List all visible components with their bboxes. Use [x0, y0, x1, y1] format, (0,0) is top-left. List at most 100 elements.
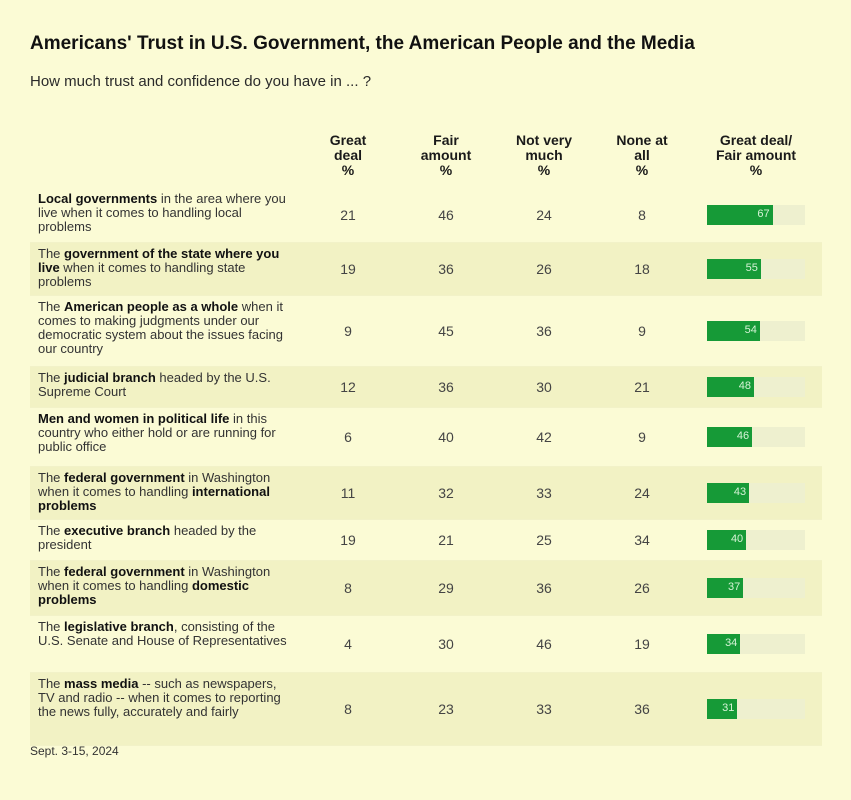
row-label-emphasis: executive branch: [64, 523, 171, 538]
bar-value-label: 43: [733, 486, 747, 498]
cell-fair-amount: 29: [438, 580, 454, 596]
column-header-fair-amount: Fair amount%: [386, 133, 506, 178]
cell-fair-amount: 36: [438, 379, 454, 395]
column-header-line: amount: [420, 147, 472, 163]
row-label-text: The: [38, 564, 65, 579]
column-header-line: deal: [333, 147, 362, 163]
cell-none-at-all: 9: [638, 429, 646, 445]
table-row: The government of the state where you li…: [30, 243, 822, 296]
column-header-not-very-much: Not very much%: [484, 133, 604, 178]
bar-combined: 48: [707, 377, 755, 397]
bar-track: 67: [707, 205, 805, 225]
row-label: The government of the state where you li…: [38, 247, 293, 289]
table-row: Men and women in political life in this …: [30, 408, 822, 467]
row-label-text: when it comes to handling state problems: [38, 260, 246, 289]
cell-fair-amount: 23: [438, 701, 454, 717]
row-label-emphasis: government of the state where you live: [38, 246, 280, 275]
table-row: The executive branch headed by the presi…: [30, 520, 822, 561]
cell-not-very-much: 30: [536, 379, 552, 395]
column-header-line: %: [537, 162, 551, 178]
cell-great-deal: 19: [340, 532, 356, 548]
trust-table: Local governments in the area where you …: [30, 188, 822, 746]
bar-value-label: 55: [745, 262, 758, 274]
row-label-text: when it comes to making judgments under …: [38, 299, 283, 356]
row-label: Men and women in political life in this …: [38, 412, 293, 454]
cell-none-at-all: 26: [634, 580, 650, 596]
table-row: The federal government in Washington whe…: [30, 561, 822, 616]
column-header-line: Great: [329, 132, 367, 148]
date-footnote: Sept. 3-15, 2024: [30, 744, 119, 758]
column-header-great-deal: Great deal%: [288, 133, 408, 178]
cell-none-at-all: 34: [634, 532, 650, 548]
bar-track: 40: [707, 530, 805, 550]
row-label-emphasis: international problems: [38, 484, 270, 513]
row-label-text: -- such as newspapers, TV and radio -- w…: [38, 676, 281, 719]
row-label-text: in Washington when it comes to handling: [38, 564, 271, 593]
column-header-row: Great deal% Fair amount% Not very much% None a…: [0, 133, 851, 178]
bar-combined: 46: [707, 427, 753, 447]
bar-track: 46: [707, 427, 805, 447]
row-label: Local governments in the area where you …: [38, 192, 293, 234]
row-label: The federal government in Washington whe…: [38, 471, 293, 513]
row-label-text: The: [38, 470, 65, 485]
cell-fair-amount: 30: [438, 636, 454, 652]
cell-fair-amount: 32: [438, 485, 454, 501]
bar-combined: 67: [707, 205, 773, 225]
bar-value-label: 37: [728, 581, 741, 593]
row-label-emphasis: domestic problems: [38, 578, 250, 607]
cell-fair-amount: 46: [438, 207, 454, 223]
row-label: The legislative branch, consisting of th…: [38, 620, 293, 648]
bar-track: 34: [707, 634, 805, 654]
cell-none-at-all: 19: [634, 636, 650, 652]
cell-great-deal: 9: [344, 323, 352, 339]
row-label: The executive branch headed by the presi…: [38, 524, 293, 552]
row-label-text: The: [38, 299, 65, 314]
bar-track: 43: [707, 483, 805, 503]
bar-combined: 34: [707, 634, 741, 654]
cell-not-very-much: 26: [536, 261, 552, 277]
row-label: The judicial branch headed by the U.S. S…: [38, 371, 293, 399]
cell-fair-amount: 40: [438, 429, 454, 445]
column-header-line: %: [635, 162, 649, 178]
column-header-line: all: [634, 147, 650, 163]
bar-combined: 40: [707, 530, 747, 550]
column-header-line: Fair: [433, 132, 459, 148]
column-header-line: None at: [616, 132, 668, 148]
row-label-emphasis: judicial branch: [64, 370, 156, 385]
bar-track: 54: [707, 321, 805, 341]
row-label-text: in Washington when it comes to handling: [38, 470, 271, 499]
cell-not-very-much: 24: [536, 207, 552, 223]
bar-value-label: 34: [725, 637, 738, 649]
cell-none-at-all: 24: [634, 485, 650, 501]
cell-great-deal: 8: [344, 701, 352, 717]
bar-value-label: 46: [736, 430, 750, 442]
row-label-emphasis: American people as a whole: [64, 299, 239, 314]
cell-great-deal: 4: [344, 636, 352, 652]
cell-great-deal: 19: [340, 261, 356, 277]
column-header-combined: Great deal/Fair amount%: [696, 133, 816, 178]
cell-not-very-much: 36: [536, 323, 552, 339]
row-label-text: in this country who either hold or are r…: [38, 411, 276, 454]
table-row: The American people as a whole when it c…: [30, 296, 822, 367]
row-label-text: The: [38, 370, 65, 385]
table-row: The mass media -- such as newspapers, TV…: [30, 673, 822, 746]
cell-none-at-all: 8: [638, 207, 646, 223]
cell-none-at-all: 36: [634, 701, 650, 717]
column-header-line: Not very: [515, 132, 573, 148]
row-label-text: The: [38, 523, 65, 538]
cell-great-deal: 21: [340, 207, 356, 223]
cell-not-very-much: 46: [536, 636, 552, 652]
bar-value-label: 54: [744, 324, 757, 336]
row-label-emphasis: legislative branch: [64, 619, 174, 634]
column-header-line: %: [341, 162, 355, 178]
cell-fair-amount: 45: [438, 323, 454, 339]
bar-value-label: 31: [722, 702, 735, 714]
cell-great-deal: 6: [344, 429, 352, 445]
row-label-emphasis: mass media: [64, 676, 139, 691]
cell-not-very-much: 25: [536, 532, 552, 548]
bar-track: 48: [707, 377, 805, 397]
row-label-text: The: [38, 619, 65, 634]
cell-not-very-much: 33: [536, 485, 552, 501]
bar-combined: 43: [707, 483, 750, 503]
cell-none-at-all: 18: [634, 261, 650, 277]
